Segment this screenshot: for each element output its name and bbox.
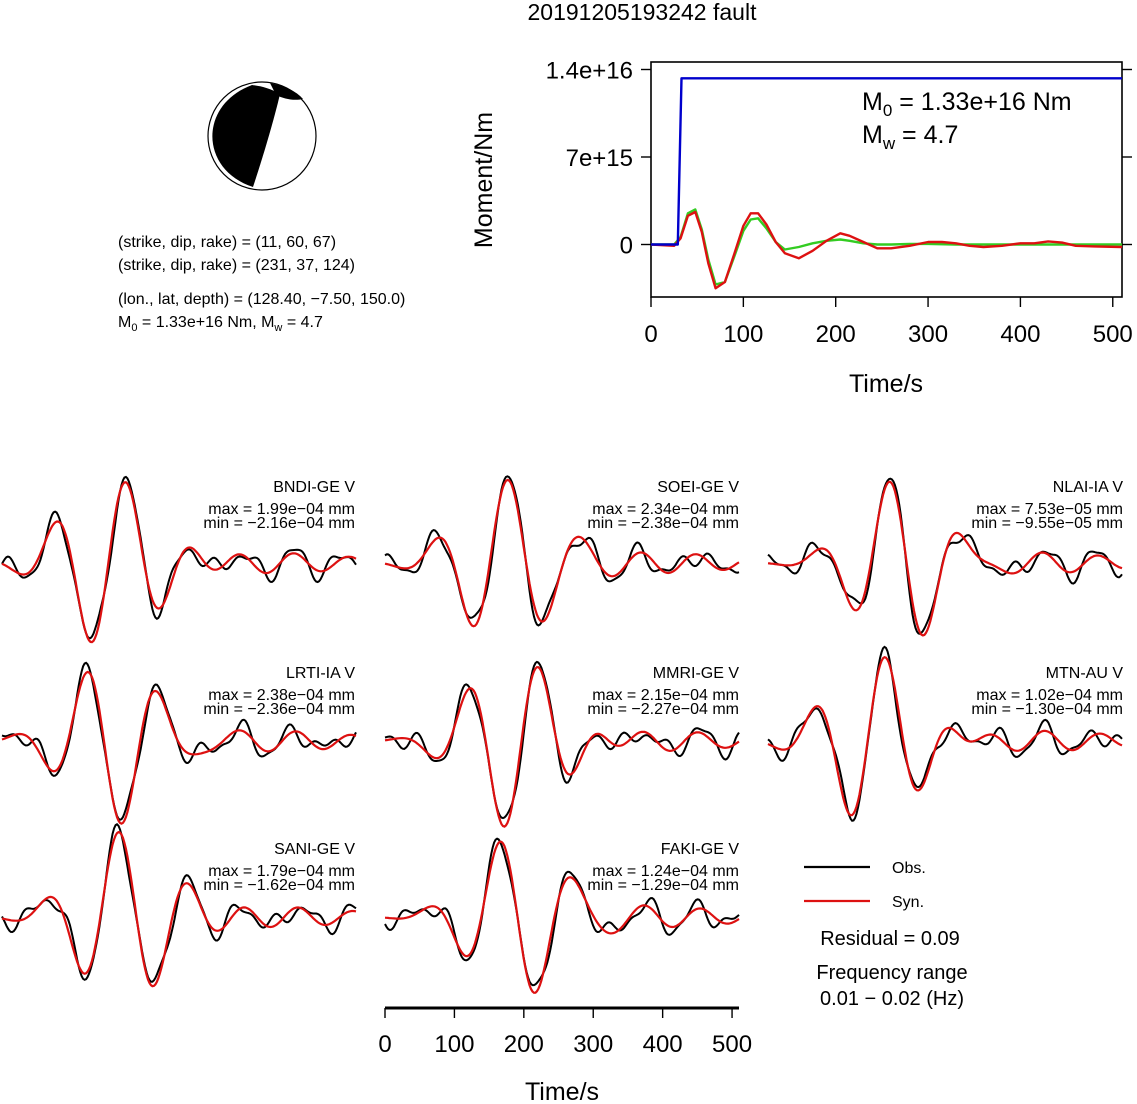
info-strike-dip-rake-2: (strike, dip, rake) = (231, 37, 124): [118, 257, 355, 274]
waveform-xtick-label: 0: [378, 1031, 391, 1058]
station-min: min = −2.27e−04 mm: [587, 701, 739, 718]
station-min: min = −2.38e−04 mm: [587, 515, 739, 532]
info-strike-dip-rake-1: (strike, dip, rake) = (11, 60, 67): [118, 234, 336, 251]
synthetic-trace: [767, 480, 1123, 637]
observed-trace: [384, 660, 740, 820]
station-min: min = −9.55e−05 mm: [971, 515, 1123, 532]
synthetic-trace: [1, 481, 357, 644]
station-max: max = 7.53e−05 mm: [976, 501, 1123, 518]
info-magnitude: M0 = 1.33e+16 Nm, Mw = 4.7: [118, 314, 323, 334]
legend-obs-label: Obs.: [892, 860, 926, 877]
frequency-range-title: Frequency range: [816, 962, 967, 984]
beachball-compressional-lobe: [212, 85, 280, 187]
residual-text: Residual = 0.09: [820, 928, 960, 950]
moment-plot-frame: [650, 61, 1123, 298]
moment-cumulative-line: [651, 77, 1122, 246]
info-location: (lon., lat, depth) = (128.40, −7.50, 150…: [118, 291, 405, 308]
moment-xtick-label: 0: [644, 321, 657, 348]
synthetic-trace: [1, 830, 357, 988]
waveform-xlabel: Time/s: [525, 1078, 599, 1104]
observed-trace: [1, 661, 357, 821]
synthetic-trace: [384, 666, 740, 828]
moment-rate-red-line: [650, 210, 1123, 290]
observed-trace: [767, 645, 1123, 822]
synthetic-trace: [384, 840, 740, 994]
moment-plot: 1.4e+16 7e+15 0 0 100 200 300 400 500 Moment/Nm…: [470, 58, 1133, 399]
moment-xlabel: Time/s: [849, 370, 923, 398]
moment-xtick-label: 200: [816, 321, 856, 348]
station-name: SANI-GE V: [274, 841, 355, 858]
station-max: max = 1.02e−04 mm: [976, 687, 1123, 704]
station-name: NLAI-IA V: [1053, 479, 1124, 496]
station-min: min = −2.36e−04 mm: [203, 701, 355, 718]
waveform-time-axis: 0 100 200 300 400 500 Time/s: [378, 1006, 752, 1104]
frequency-range-value: 0.01 − 0.02 (Hz): [820, 988, 964, 1010]
moment-xtick-label: 300: [908, 321, 948, 348]
station-name: SOEI-GE V: [657, 479, 739, 496]
moment-ytick-label: 7e+15: [566, 145, 633, 172]
moment-ytick-label: 0: [620, 233, 633, 260]
waveform-xtick-label: 300: [573, 1031, 613, 1058]
station-name: BNDI-GE V: [273, 479, 355, 496]
station-name: LRTI-IA V: [286, 665, 355, 682]
legend: Obs. Syn. Residual = 0.09 Frequency rang…: [804, 860, 968, 1010]
waveform-xtick-label: 500: [712, 1031, 752, 1058]
station-max: max = 2.15e−04 mm: [592, 687, 739, 704]
synthetic-trace: [384, 478, 740, 628]
synthetic-trace: [1, 670, 357, 825]
waveform-xtick-label: 200: [504, 1031, 544, 1058]
moment-series: [650, 77, 1123, 290]
moment-rate-green-line: [651, 208, 1122, 286]
station-min: min = −2.16e−04 mm: [203, 515, 355, 532]
synthetic-trace: [767, 655, 1123, 817]
figure-title: 20191205193242 fault: [528, 0, 758, 25]
station-name: MMRI-GE V: [653, 665, 740, 682]
waveform-xtick-label: 400: [643, 1031, 683, 1058]
source-info: (strike, dip, rake) = (11, 60, 67) (stri…: [118, 234, 405, 334]
station-min: min = −1.30e−04 mm: [971, 701, 1123, 718]
station-name: MTN-AU V: [1046, 665, 1124, 682]
moment-ytick-label: 1.4e+16: [546, 58, 633, 85]
moment-xtick-label: 100: [723, 321, 763, 348]
legend-syn-label: Syn.: [892, 894, 924, 911]
moment-xtick-label: 400: [1000, 321, 1040, 348]
station-max: max = 1.99e−04 mm: [208, 501, 355, 518]
observed-trace: [384, 475, 740, 627]
station-name: FAKI-GE V: [661, 841, 740, 858]
beachball-compressional-cap: [270, 83, 303, 100]
station-max: max = 1.24e−04 mm: [592, 863, 739, 880]
moment-annotation-mw: Mw = 4.7: [862, 121, 958, 153]
beachball: [207, 81, 317, 191]
station-max: max = 2.34e−04 mm: [592, 501, 739, 518]
station-min: min = −1.29e−04 mm: [587, 877, 739, 894]
waveform-xticks: 0 100 200 300 400 500: [378, 1008, 752, 1058]
moment-yticks: 1.4e+16 7e+15 0: [546, 58, 1132, 260]
station-max: max = 1.79e−04 mm: [208, 863, 355, 880]
observed-trace: [384, 837, 740, 987]
moment-xtick-label: 500: [1093, 321, 1133, 348]
moment-ylabel: Moment/Nm: [470, 112, 498, 248]
station-min: min = −1.62e−04 mm: [203, 877, 355, 894]
waveform-xtick-label: 100: [434, 1031, 474, 1058]
moment-xticks: 0 100 200 300 400 500: [644, 297, 1133, 348]
moment-annotation-m0: M0 = 1.33e+16 Nm: [862, 88, 1072, 120]
station-max: max = 2.38e−04 mm: [208, 687, 355, 704]
